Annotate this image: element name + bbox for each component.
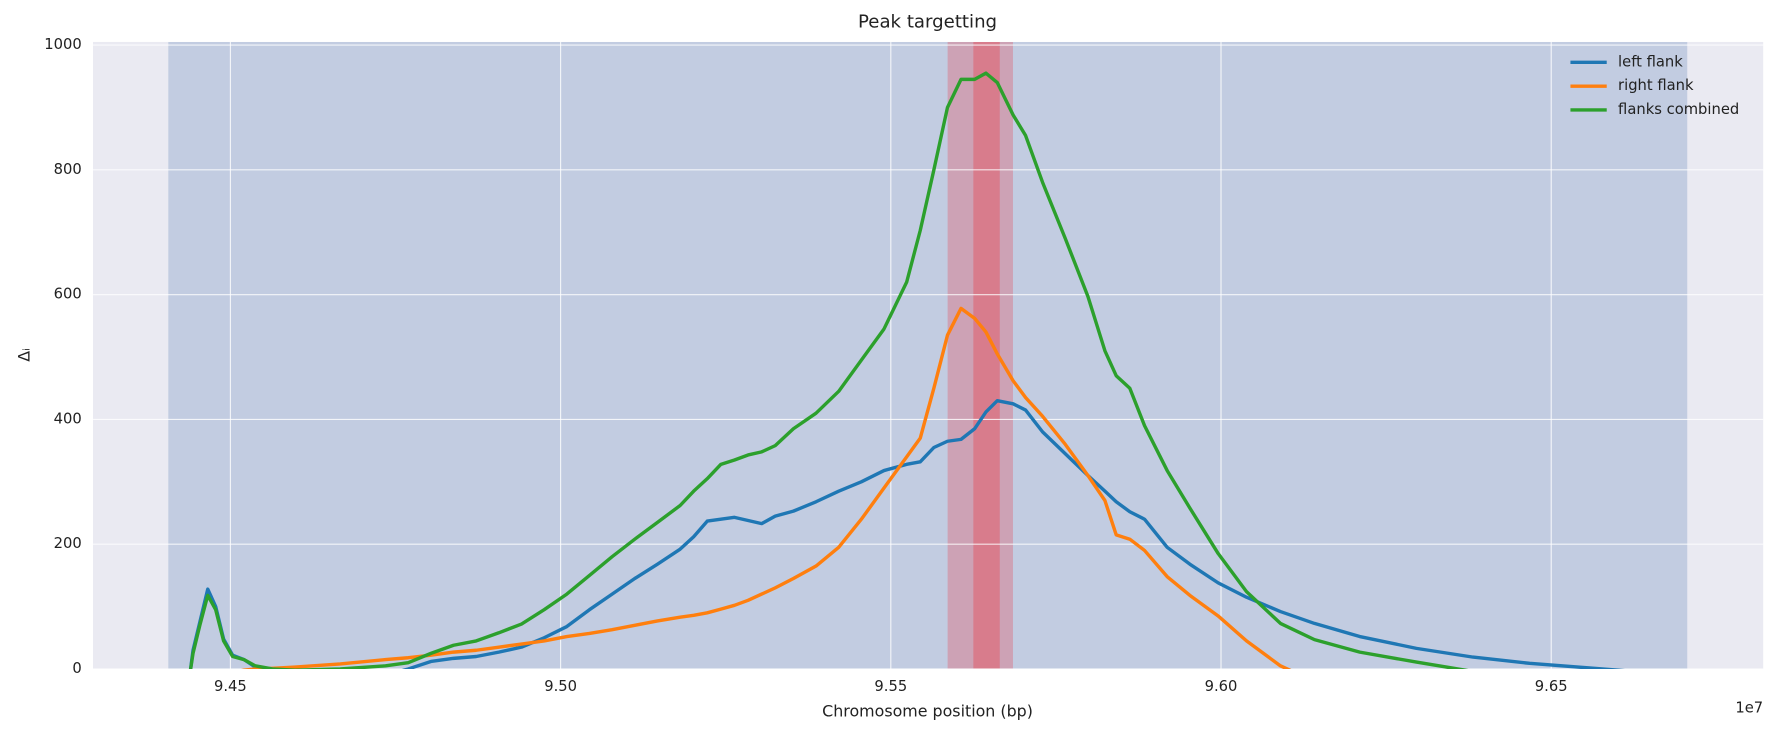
x-axis-label: Chromosome position (bp) <box>822 702 1033 721</box>
legend-label: right flank <box>1618 77 1694 94</box>
y-tick-label: 200 <box>54 535 82 552</box>
legend-label: flanks combined <box>1618 101 1739 118</box>
chart-title: Peak targetting <box>858 12 997 33</box>
y-tick-label: 1000 <box>44 36 82 53</box>
x-tick-label: 9.60 <box>1205 678 1238 695</box>
x-tick-label: 9.45 <box>214 678 247 695</box>
data-line <box>188 398 1625 669</box>
data-line <box>188 71 1469 669</box>
y-tick-label: 0 <box>72 660 81 677</box>
highlight-span <box>973 41 1000 669</box>
legend-label: left flank <box>1618 53 1683 70</box>
data-line <box>241 306 1292 669</box>
y-tick-label: 600 <box>54 286 82 303</box>
highlight-span <box>168 41 1688 669</box>
plot-background <box>93 41 1764 669</box>
y-axis-label: Δᵢ <box>15 348 34 362</box>
y-tick-label: 800 <box>54 161 82 178</box>
x-tick-label: 9.65 <box>1535 678 1568 695</box>
x-tick-label: 9.55 <box>874 678 907 695</box>
x-offset-label: 1e7 <box>1735 700 1763 717</box>
highlight-span <box>947 41 1013 669</box>
y-tick-label: 400 <box>54 410 82 427</box>
x-tick-label: 9.50 <box>544 678 577 695</box>
